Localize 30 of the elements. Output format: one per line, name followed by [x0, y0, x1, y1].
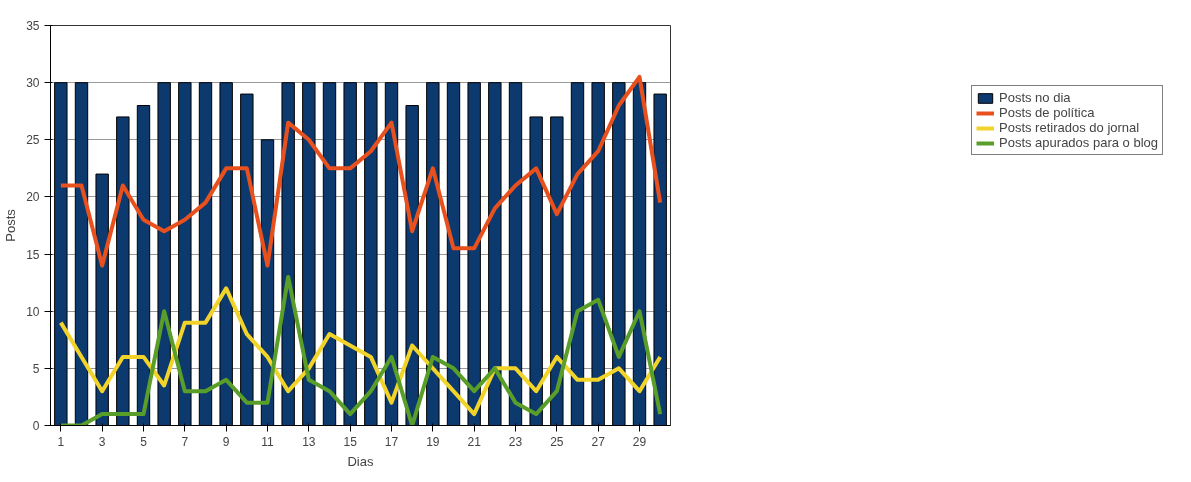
x-tick-label: 1	[57, 434, 65, 449]
y-tick-label: 10	[26, 304, 40, 319]
x-axis-title: Dias	[347, 453, 374, 469]
legend-label: Posts retirados do jornal	[999, 120, 1140, 135]
x-tick-label: 11	[261, 434, 275, 449]
y-tick-label: 0	[32, 419, 40, 433]
legend-label: Posts apurados para o blog	[999, 135, 1158, 150]
y-tick-label: 35	[26, 19, 40, 33]
y-axis-title: Posts	[3, 208, 19, 242]
y-tick-label: 15	[26, 247, 40, 262]
x-tick-label: 29	[632, 434, 647, 449]
y-tick-label: 5	[32, 361, 40, 376]
x-tick-label: 19	[426, 434, 440, 449]
legend-label: Posts de política	[999, 105, 1095, 120]
x-tick-label: 17	[384, 434, 399, 449]
x-tick-label: 15	[343, 434, 358, 449]
x-tick-label: 7	[181, 434, 189, 449]
line-series	[58, 74, 663, 268]
x-tick-label: 13	[302, 434, 316, 449]
x-tick-label: 21	[467, 434, 482, 449]
x-tick-label: 5	[140, 434, 148, 449]
y-tick-label: 20	[26, 190, 40, 205]
x-tick-label: 9	[222, 434, 230, 449]
legend-label: Posts no dia	[999, 90, 1071, 105]
x-tick-label: 3	[98, 434, 106, 449]
x-tick-label: 25	[550, 434, 564, 449]
x-tick-label: 23	[508, 434, 523, 449]
y-tick-label: 25	[26, 133, 40, 148]
x-tick-label: 27	[591, 434, 606, 449]
y-tick-label: 30	[26, 76, 40, 91]
